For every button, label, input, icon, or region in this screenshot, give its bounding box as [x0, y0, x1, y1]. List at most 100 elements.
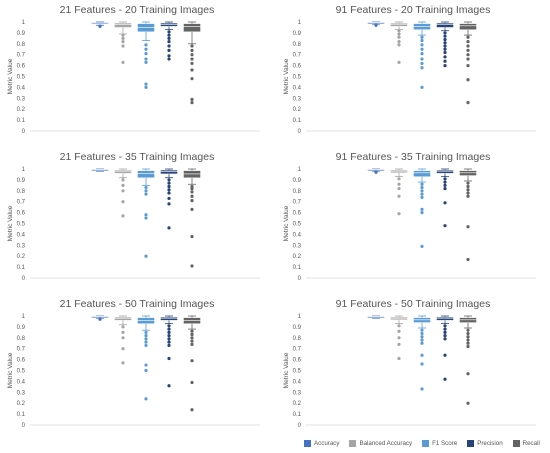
y-tick-label: 0 — [22, 276, 26, 282]
y-tick-label: 0.7 — [17, 200, 26, 206]
outlier-point — [397, 212, 401, 216]
outlier-point — [443, 224, 447, 228]
outlier-point — [420, 189, 424, 193]
box-body — [160, 316, 178, 321]
box-recall — [183, 21, 201, 105]
outlier-point — [443, 334, 447, 338]
outlier-point — [466, 188, 470, 192]
outlier-point — [466, 225, 470, 229]
y-tick-label: 0.9 — [293, 325, 302, 331]
outlier-point — [167, 178, 171, 182]
outlier-point — [121, 178, 125, 182]
outlier-point — [466, 181, 470, 185]
y-tick-label: 0.4 — [17, 379, 26, 385]
box-balanced-accuracy — [114, 315, 132, 365]
outlier-point — [167, 44, 171, 48]
outlier-point — [443, 37, 447, 42]
box-balanced-accuracy — [390, 21, 408, 64]
outlier-point — [443, 201, 447, 205]
y-tick-label: 0.6 — [17, 211, 26, 217]
box-body — [459, 23, 477, 30]
outlier-point — [121, 36, 125, 40]
outlier-point — [443, 187, 447, 191]
outlier-point — [167, 340, 171, 344]
box-f1-score — [413, 315, 431, 391]
outlier-point — [190, 61, 194, 66]
outlier-point — [190, 380, 194, 385]
outlier-point — [190, 68, 194, 72]
outlier-point — [144, 82, 148, 86]
outlier-point — [167, 54, 171, 58]
outlier-point — [443, 41, 447, 45]
legend-label-accuracy: Accuracy — [314, 439, 340, 447]
outlier-point — [443, 327, 447, 331]
y-tick-label: 0.7 — [17, 53, 26, 59]
box-body — [390, 22, 408, 27]
outlier-point — [466, 35, 470, 39]
outlier-point — [397, 187, 401, 191]
outlier-point — [121, 200, 125, 204]
outlier-point — [397, 29, 401, 33]
outlier-point — [167, 48, 171, 52]
outlier-point — [397, 342, 401, 346]
outlier-point — [144, 368, 148, 373]
box-f1-score — [137, 21, 155, 89]
box-precision — [436, 21, 454, 68]
legend-item-f1-score: F1 Score — [422, 439, 457, 447]
chart-title: 21 Features - 20 Training Images — [60, 4, 215, 16]
outlier-point — [98, 24, 102, 28]
outlier-point — [190, 53, 194, 57]
box-body — [137, 170, 155, 178]
outlier-point — [167, 337, 171, 341]
outlier-point — [397, 32, 401, 36]
outlier-point — [420, 43, 424, 47]
outlier-point — [190, 359, 194, 363]
outlier-point — [420, 57, 424, 61]
outlier-point — [144, 363, 148, 367]
box-body — [183, 23, 201, 33]
outlier-point — [466, 338, 470, 342]
outlier-point — [443, 337, 447, 341]
outlier-point — [466, 53, 470, 57]
box-f1-score — [137, 315, 155, 401]
outlier-point — [374, 170, 378, 174]
outlier-point — [190, 48, 194, 52]
outlier-point — [420, 85, 424, 89]
outlier-point — [420, 244, 424, 248]
box-recall — [459, 315, 477, 405]
outlier-point — [121, 33, 125, 37]
outlier-point — [144, 397, 148, 401]
y-tick-label: 0.5 — [293, 75, 302, 81]
outlier-point — [144, 43, 148, 47]
y-tick-label: 0.7 — [293, 53, 302, 59]
outlier-point — [121, 214, 125, 218]
outlier-point — [420, 331, 424, 336]
y-tick-label: 0.3 — [293, 243, 302, 249]
y-tick-label: 0.2 — [293, 254, 302, 260]
legend: Accuracy Balanced Accuracy F1 Score Prec… — [304, 437, 540, 449]
outlier-point — [466, 401, 470, 405]
y-tick-label: 0.5 — [17, 222, 26, 228]
outlier-point — [144, 57, 148, 61]
box-recall — [459, 21, 477, 105]
outlier-point — [397, 60, 401, 64]
y-tick-label: 0.1 — [293, 265, 302, 271]
chart-panel-5: 21 Features - 50 Training Images Metric V… — [0, 294, 274, 441]
y-tick-label: 0.4 — [293, 379, 302, 385]
outlier-point — [121, 325, 125, 329]
box-body — [91, 169, 109, 171]
outlier-point — [466, 341, 470, 345]
y-tick-label: 0.9 — [17, 325, 26, 331]
y-tick-label: 0.3 — [17, 96, 26, 102]
y-tick-label: 0.7 — [293, 347, 302, 353]
outlier-point — [144, 189, 148, 193]
outlier-point — [397, 329, 401, 333]
y-tick-label: 0.8 — [293, 189, 302, 195]
box-precision — [160, 21, 178, 61]
outlier-point — [443, 59, 447, 63]
y-tick-label: 0.1 — [293, 412, 302, 418]
y-tick-label: 0.7 — [293, 200, 302, 206]
outlier-point — [144, 192, 148, 196]
outlier-point — [443, 64, 447, 68]
outlier-point — [190, 101, 194, 105]
